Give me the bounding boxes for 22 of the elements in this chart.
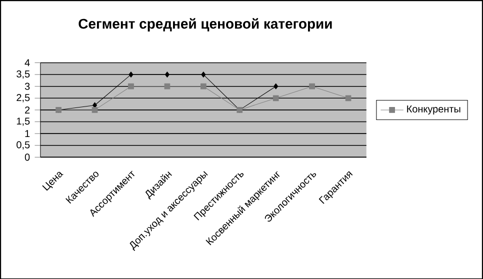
point <box>164 71 170 78</box>
point <box>128 83 134 90</box>
y-tick-label: 2 <box>25 106 30 114</box>
y-tick-label: 1,5 <box>16 117 30 126</box>
point <box>274 83 278 90</box>
y-tick-label: 4 <box>24 59 30 66</box>
legend-label: Конкуренты <box>407 105 460 114</box>
point <box>200 83 206 90</box>
y-tick-label: 3 <box>24 82 30 90</box>
point <box>164 83 170 90</box>
chart-title: Сегмент средней ценовой категории <box>78 18 332 32</box>
point <box>201 71 206 78</box>
point <box>309 83 315 90</box>
point <box>128 71 134 78</box>
point <box>345 95 352 101</box>
y-tick-label: 0,5 <box>16 141 30 150</box>
y-tick-label: 1 <box>25 130 30 137</box>
point <box>272 95 279 101</box>
y-tick-label: 2,5 <box>16 94 30 102</box>
point <box>92 106 98 113</box>
y-tick-label: 3,5 <box>16 70 30 78</box>
y-tick-label: 0 <box>24 153 30 161</box>
